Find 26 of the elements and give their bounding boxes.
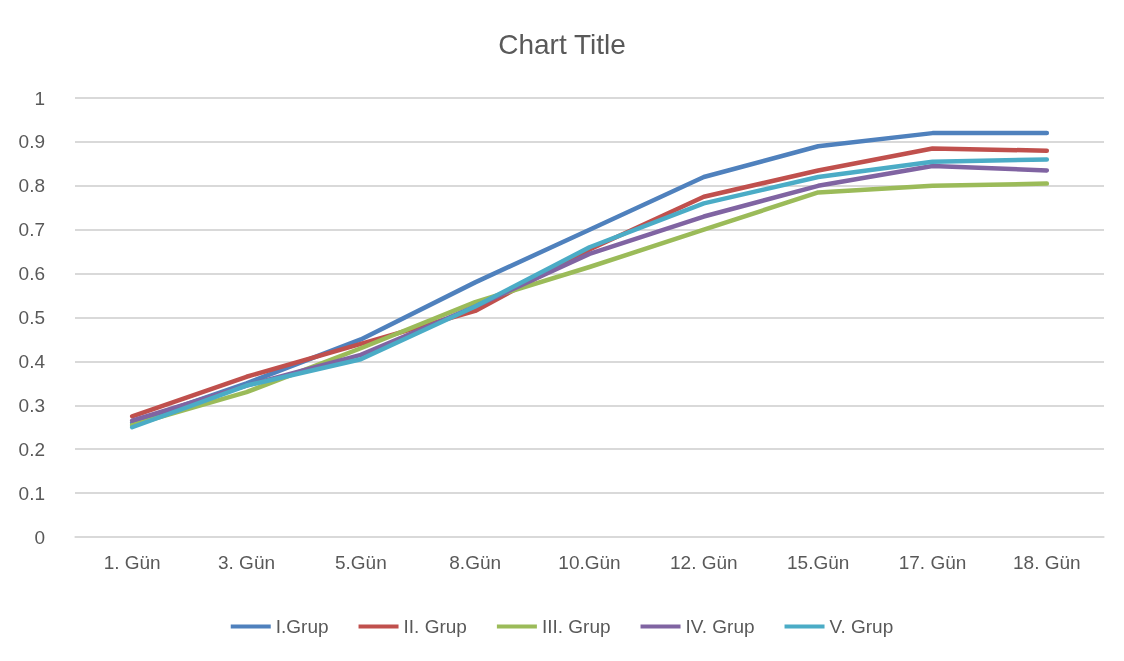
x-tick-label: 12. Gün [670,552,738,573]
y-tick-label: 0.3 [18,394,45,416]
legend-label: II. Grup [403,616,467,637]
legend-label: V. Grup [829,616,894,637]
chart-title: Chart Title [498,28,626,60]
y-tick-label: 0.8 [18,175,45,197]
y-tick-label: 1 [34,87,45,109]
x-tick-label: 18. Gün [1013,552,1081,573]
y-tick-label: 0.5 [18,307,45,328]
y-tick-label: 0 [34,526,45,548]
x-tick-label: 17. Gün [898,552,967,573]
x-tick-label: 8.Gün [449,552,502,573]
y-tick-label: 0.4 [18,350,46,372]
legend-label: IV. Grup [685,616,755,637]
x-tick-label: 15.Gün [787,552,850,573]
legend-label: I.Grup [275,616,329,637]
y-tick-label: 0.9 [18,131,45,153]
y-tick-label: 0.1 [18,482,45,504]
y-tick-label: 0.7 [18,219,45,241]
x-tick-label: 1. Gün [103,552,161,573]
x-tick-label: 3. Gün [217,552,276,573]
legend-label: III. Grup [541,616,611,637]
x-tick-label: 10.Gün [558,552,621,573]
x-tick-label: 5.Gün [334,552,387,573]
y-tick-label: 0.6 [18,263,45,285]
y-tick-label: 0.2 [18,438,45,460]
